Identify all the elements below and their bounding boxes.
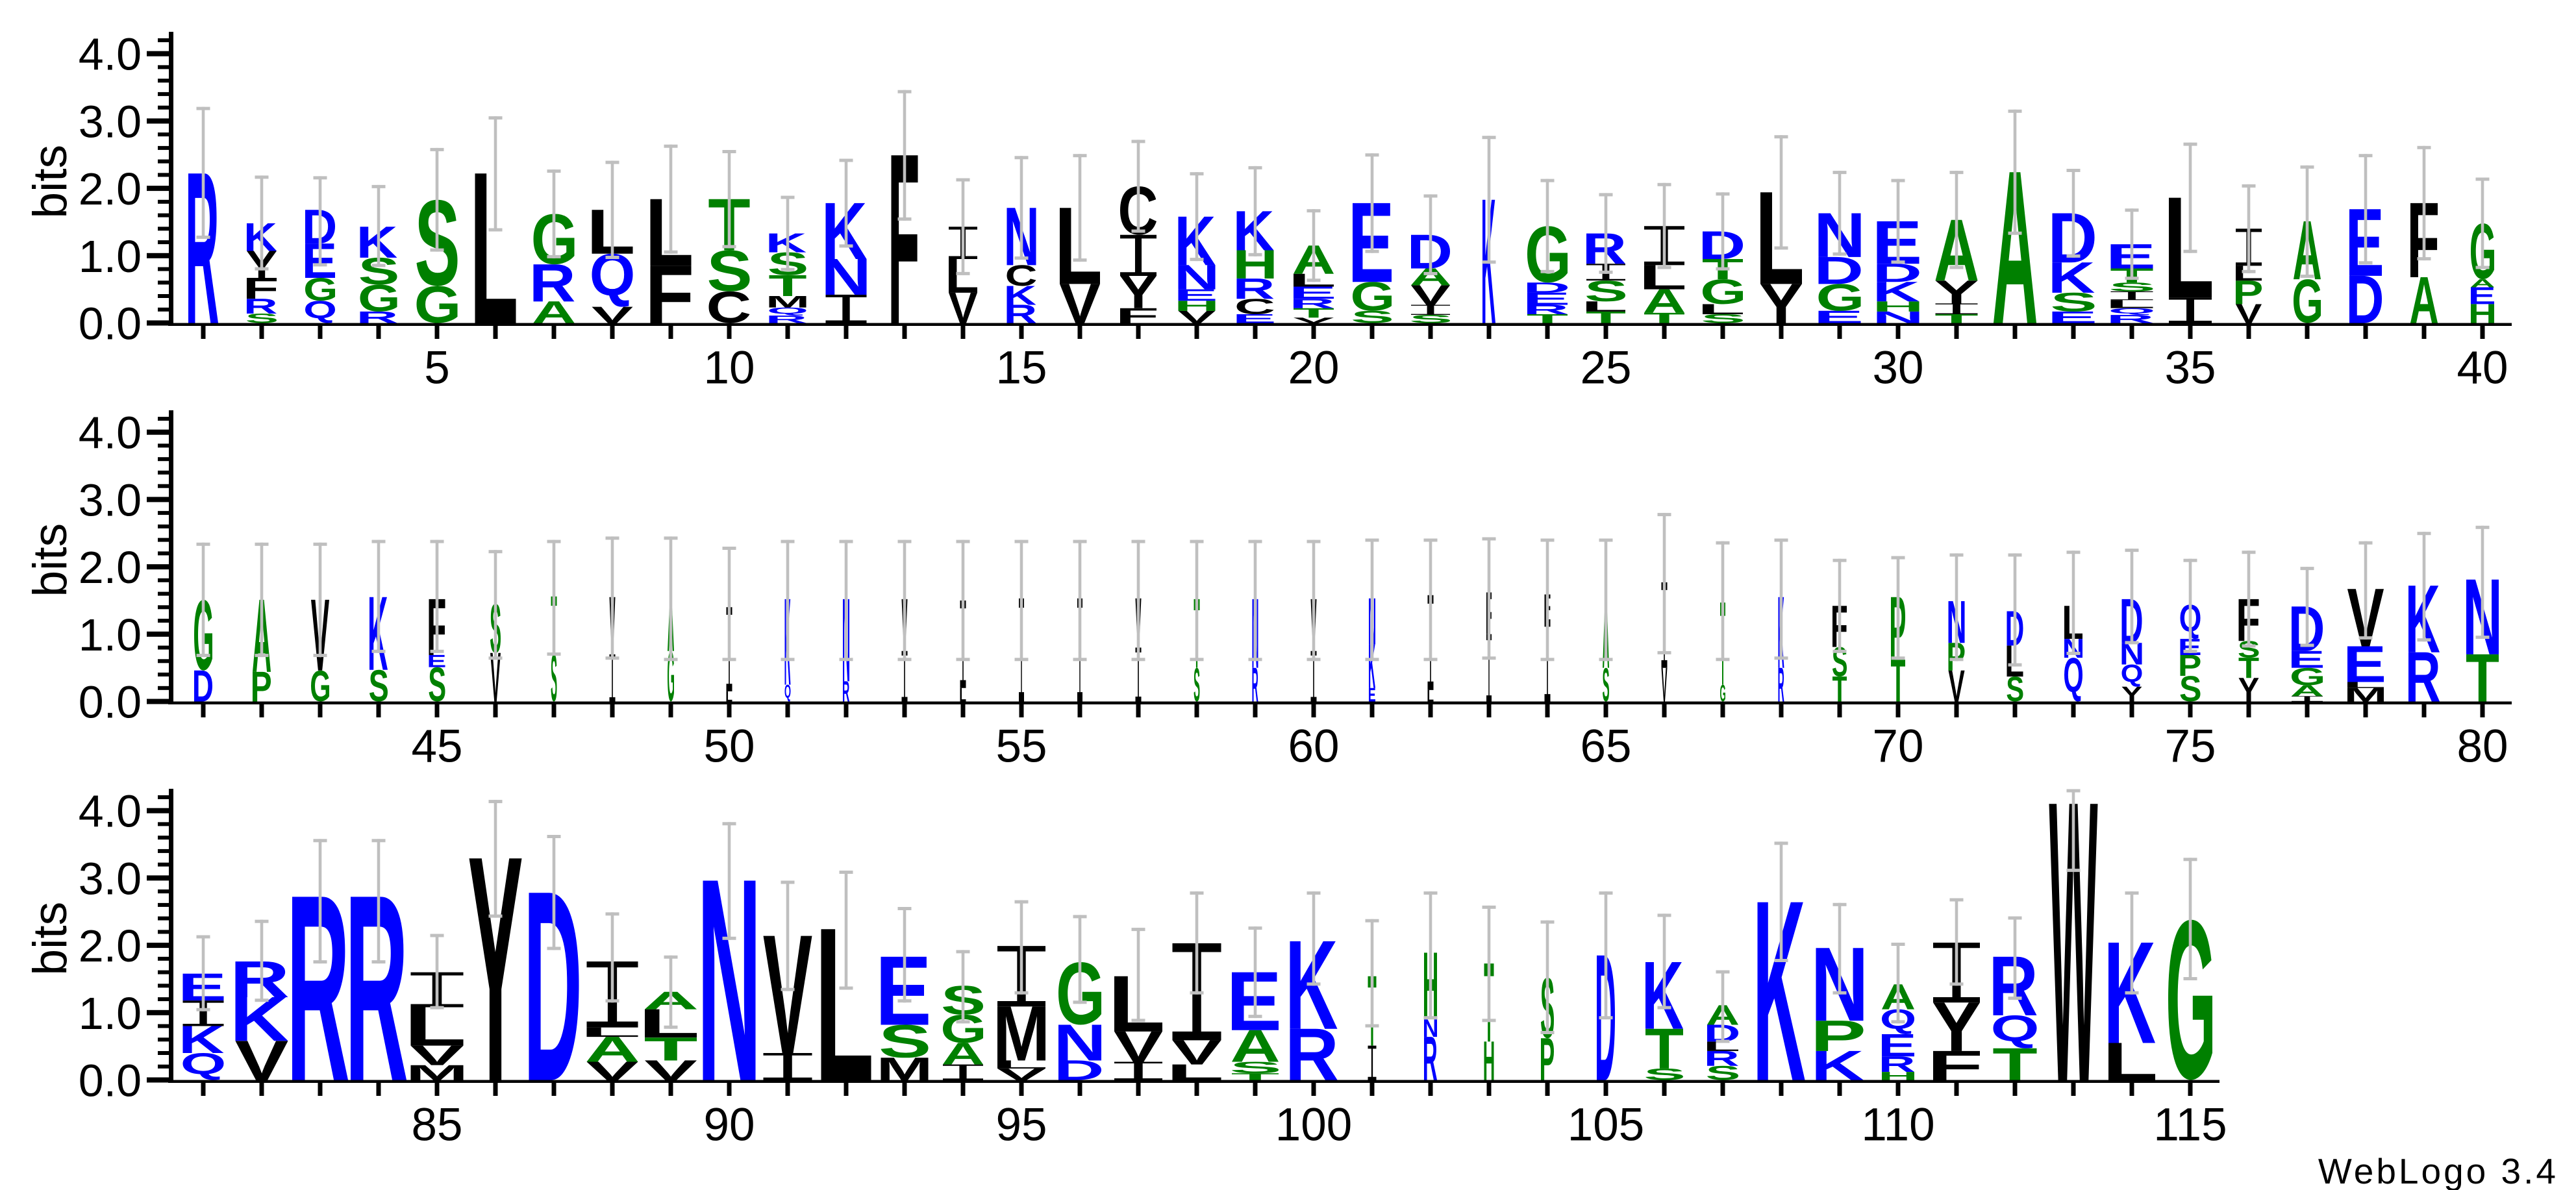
svg-text:1.0: 1.0	[79, 988, 142, 1039]
svg-text:2.0: 2.0	[79, 921, 142, 971]
svg-text:5: 5	[424, 343, 450, 394]
svg-text:80: 80	[2457, 721, 2508, 773]
svg-text:85: 85	[412, 1100, 463, 1151]
svg-text:70: 70	[1873, 721, 1924, 773]
svg-text:45: 45	[412, 721, 463, 773]
svg-text:110: 110	[1861, 1100, 1934, 1151]
svg-text:4.0: 4.0	[79, 786, 142, 837]
svg-text:3.0: 3.0	[79, 853, 142, 904]
svg-text:bits: bits	[24, 902, 77, 976]
svg-text:3.0: 3.0	[79, 96, 142, 147]
svg-text:1.0: 1.0	[79, 610, 142, 660]
svg-text:15: 15	[996, 343, 1047, 394]
svg-text:115: 115	[2153, 1100, 2227, 1151]
svg-text:100: 100	[1275, 1100, 1352, 1151]
svg-text:10: 10	[704, 343, 755, 394]
svg-text:20: 20	[1288, 343, 1340, 394]
svg-text:40: 40	[2457, 343, 2508, 394]
svg-text:WebLogo 3.4: WebLogo 3.4	[2318, 1151, 2558, 1190]
svg-text:2.0: 2.0	[79, 542, 142, 593]
svg-text:65: 65	[1581, 721, 1632, 773]
svg-text:3.0: 3.0	[79, 475, 142, 525]
svg-text:60: 60	[1288, 721, 1340, 773]
svg-text:105: 105	[1568, 1100, 1644, 1151]
svg-text:bits: bits	[24, 145, 77, 219]
svg-text:4.0: 4.0	[79, 29, 142, 80]
svg-text:0.0: 0.0	[79, 677, 142, 728]
svg-text:1.0: 1.0	[79, 231, 142, 282]
svg-text:bits: bits	[24, 523, 77, 597]
svg-text:50: 50	[704, 721, 755, 773]
svg-text:75: 75	[2165, 721, 2216, 773]
svg-text:2.0: 2.0	[79, 164, 142, 214]
svg-text:55: 55	[996, 721, 1047, 773]
svg-text:35: 35	[2165, 343, 2216, 394]
svg-text:4.0: 4.0	[79, 408, 142, 458]
svg-text:90: 90	[704, 1100, 755, 1151]
svg-text:25: 25	[1581, 343, 1632, 394]
svg-text:95: 95	[996, 1100, 1047, 1151]
svg-text:0.0: 0.0	[79, 1056, 142, 1106]
svg-text:30: 30	[1873, 343, 1924, 394]
svg-text:0.0: 0.0	[79, 299, 142, 349]
